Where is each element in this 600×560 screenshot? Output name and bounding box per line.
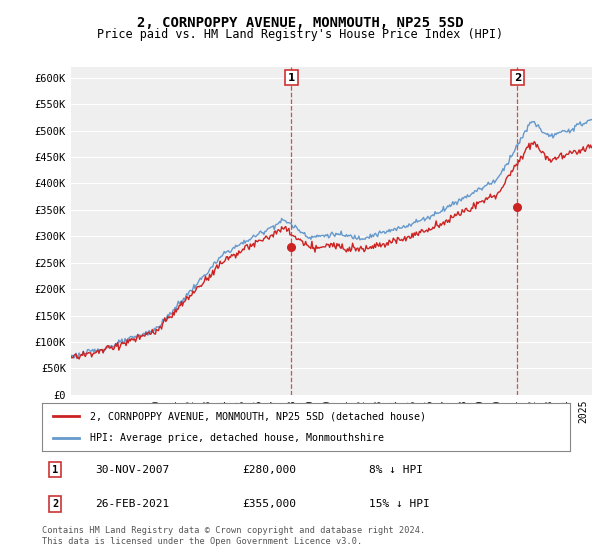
Text: Contains HM Land Registry data © Crown copyright and database right 2024.
This d: Contains HM Land Registry data © Crown c… bbox=[42, 526, 425, 546]
Text: 2: 2 bbox=[514, 73, 521, 83]
Text: 30-NOV-2007: 30-NOV-2007 bbox=[95, 465, 169, 475]
Text: 8% ↓ HPI: 8% ↓ HPI bbox=[370, 465, 424, 475]
Text: 2, CORNPOPPY AVENUE, MONMOUTH, NP25 5SD: 2, CORNPOPPY AVENUE, MONMOUTH, NP25 5SD bbox=[137, 16, 463, 30]
Text: 2, CORNPOPPY AVENUE, MONMOUTH, NP25 5SD (detached house): 2, CORNPOPPY AVENUE, MONMOUTH, NP25 5SD … bbox=[89, 411, 425, 421]
Text: 1: 1 bbox=[52, 465, 58, 475]
Text: 15% ↓ HPI: 15% ↓ HPI bbox=[370, 499, 430, 509]
Text: 1: 1 bbox=[288, 73, 295, 83]
Text: £355,000: £355,000 bbox=[242, 499, 296, 509]
Text: £280,000: £280,000 bbox=[242, 465, 296, 475]
Text: 26-FEB-2021: 26-FEB-2021 bbox=[95, 499, 169, 509]
Text: HPI: Average price, detached house, Monmouthshire: HPI: Average price, detached house, Monm… bbox=[89, 433, 383, 443]
Text: Price paid vs. HM Land Registry's House Price Index (HPI): Price paid vs. HM Land Registry's House … bbox=[97, 28, 503, 41]
Text: 2: 2 bbox=[52, 499, 58, 509]
